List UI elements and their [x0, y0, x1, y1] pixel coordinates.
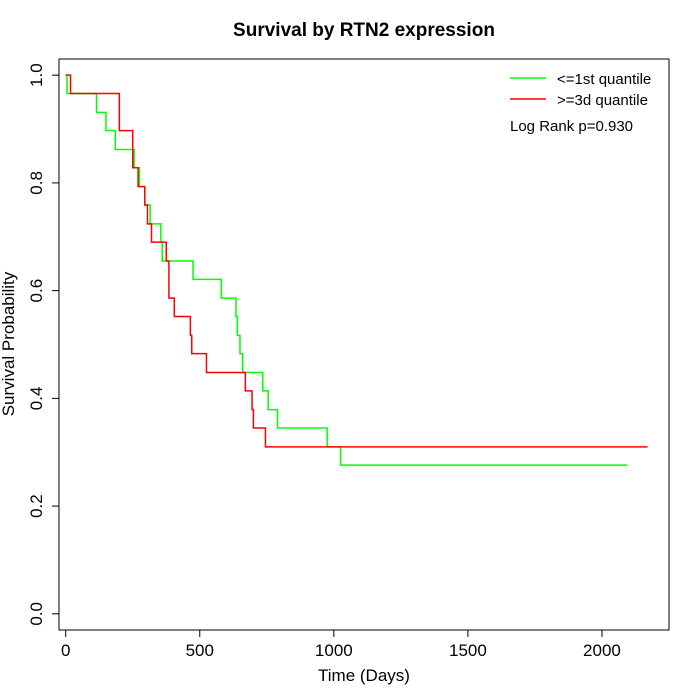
x-tick-label: 500 [186, 641, 214, 660]
x-tick-label: 0 [61, 641, 70, 660]
y-tick-label: 1.0 [27, 63, 46, 87]
y-tick-label: 0.6 [27, 279, 46, 303]
x-axis: 0 500 1000 1500 2000 [61, 630, 621, 660]
x-tick-label: 2000 [583, 641, 621, 660]
y-tick-label: 0.4 [27, 387, 46, 411]
series-layer [65, 74, 648, 466]
y-axis-label: Survival Probability [0, 271, 18, 416]
series-line-1 [65, 74, 628, 466]
legend-label-series-1: <=1st quantile [557, 71, 651, 88]
y-axis: 0.0 0.2 0.4 0.6 0.8 1.0 [27, 63, 59, 626]
series-line-2 [65, 74, 648, 448]
legend: <=1st quantile >=3d quantile [510, 71, 651, 109]
x-axis-label: Time (Days) [318, 666, 410, 685]
x-tick-label: 1500 [449, 641, 487, 660]
x-tick-label: 1000 [315, 641, 353, 660]
plot-frame [58, 58, 670, 631]
y-tick-label: 0.2 [27, 494, 46, 518]
legend-label-series-2: >=3d quantile [557, 92, 648, 109]
y-tick-label: 0.8 [27, 171, 46, 195]
log-rank-annotation: Log Rank p=0.930 [510, 118, 633, 135]
y-tick-label: 0.0 [27, 602, 46, 626]
chart-title: Survival by RTN2 expression [233, 20, 495, 41]
